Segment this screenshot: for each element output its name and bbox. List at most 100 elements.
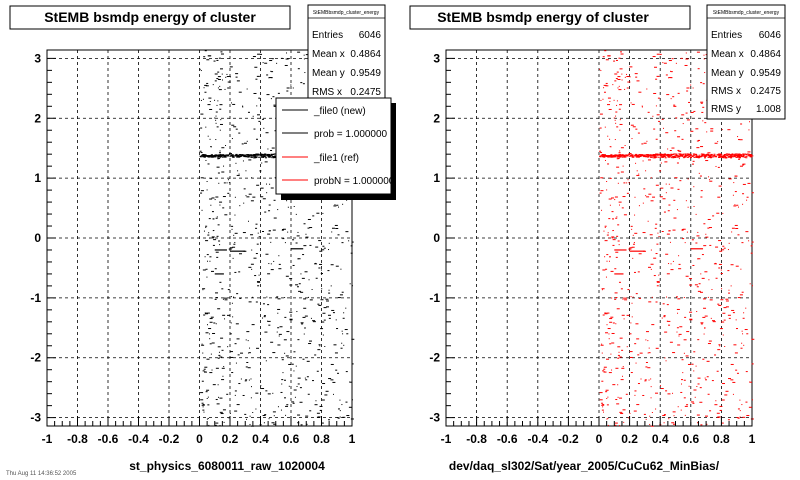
data-point <box>216 126 219 128</box>
data-point <box>700 273 702 275</box>
band-point <box>654 157 657 159</box>
stats-box-left: StEMBbsmdp_cluster_energy Entries 6046 M… <box>307 4 386 104</box>
data-point <box>607 104 611 106</box>
data-point <box>609 138 611 140</box>
data-point <box>643 142 647 144</box>
data-point <box>731 227 735 229</box>
band-point <box>647 154 650 156</box>
data-point <box>718 267 721 269</box>
data-point <box>635 153 638 155</box>
data-point <box>665 192 667 194</box>
band-point <box>228 154 231 156</box>
data-point <box>603 84 607 86</box>
data-point <box>719 409 722 411</box>
data-point <box>680 391 683 393</box>
data-point <box>650 177 652 179</box>
data-point <box>751 192 754 194</box>
data-point <box>210 204 212 206</box>
x-tick-label: 0 <box>596 432 603 446</box>
data-point <box>677 92 680 94</box>
data-point <box>234 410 238 412</box>
data-point <box>272 392 274 394</box>
band-point <box>623 155 626 157</box>
band-point <box>695 156 698 158</box>
data-point <box>233 126 237 128</box>
band-point <box>622 155 625 157</box>
data-point <box>304 315 308 317</box>
band-point <box>682 153 685 155</box>
data-point <box>336 417 339 419</box>
data-point <box>231 228 233 230</box>
data-point <box>291 401 295 403</box>
data-point <box>349 283 351 285</box>
data-point <box>681 114 685 116</box>
data-point <box>204 313 208 315</box>
data-point <box>627 417 630 419</box>
stats-box-right: StEMBbsmdp_cluster_energy Entries 6046 M… <box>706 4 786 120</box>
band-point <box>653 154 656 156</box>
data-point <box>723 319 726 321</box>
data-point <box>654 227 657 229</box>
data-point <box>693 110 696 112</box>
data-point <box>339 294 343 296</box>
data-point <box>711 289 713 291</box>
data-point <box>611 369 613 371</box>
data-point <box>619 119 621 121</box>
band-point <box>748 155 751 157</box>
data-point <box>614 199 616 201</box>
data-point <box>624 299 628 301</box>
data-point <box>690 111 694 113</box>
data-point <box>606 404 609 406</box>
data-point <box>619 411 623 413</box>
data-point <box>215 422 219 424</box>
data-point <box>718 344 721 346</box>
data-point <box>239 205 241 207</box>
data-point <box>250 234 254 236</box>
band-point <box>666 153 669 155</box>
data-point <box>612 322 615 324</box>
data-point <box>218 351 220 353</box>
data-point <box>217 172 220 174</box>
stats-value-meany-right: 0.9549 <box>750 68 781 79</box>
band-point <box>744 153 747 155</box>
data-point <box>660 388 664 390</box>
data-point <box>262 415 266 417</box>
data-point <box>657 97 660 99</box>
data-point <box>673 415 675 417</box>
data-point <box>618 108 621 110</box>
data-point <box>287 206 289 208</box>
data-point <box>607 55 611 57</box>
data-point <box>302 316 306 318</box>
data-point <box>278 335 280 337</box>
data-point <box>305 415 309 417</box>
data-point <box>710 130 714 132</box>
data-point <box>620 288 623 290</box>
data-point <box>619 425 621 427</box>
band-point <box>624 154 627 156</box>
data-point <box>638 253 642 255</box>
data-point <box>267 304 270 306</box>
data-point <box>297 414 301 416</box>
data-point <box>735 319 737 321</box>
data-point <box>638 173 640 175</box>
data-point <box>684 405 688 407</box>
data-point <box>216 256 219 258</box>
data-point <box>661 231 664 233</box>
data-point <box>612 84 614 86</box>
data-point <box>714 354 717 356</box>
data-point <box>304 72 306 74</box>
data-point <box>650 263 654 265</box>
data-point <box>634 390 637 392</box>
data-point <box>611 211 614 213</box>
stats-value-entries-left: 6046 <box>359 30 382 41</box>
data-point <box>609 321 613 323</box>
data-point <box>216 104 218 106</box>
data-point <box>629 76 631 78</box>
data-point <box>668 230 671 232</box>
x-tick-label: 0.8 <box>313 432 330 446</box>
data-point <box>602 314 605 316</box>
data-point <box>608 338 610 340</box>
legend-left: _file0 (new) prob = 1.000000 _file1 (ref… <box>275 97 396 200</box>
data-point <box>664 161 668 163</box>
